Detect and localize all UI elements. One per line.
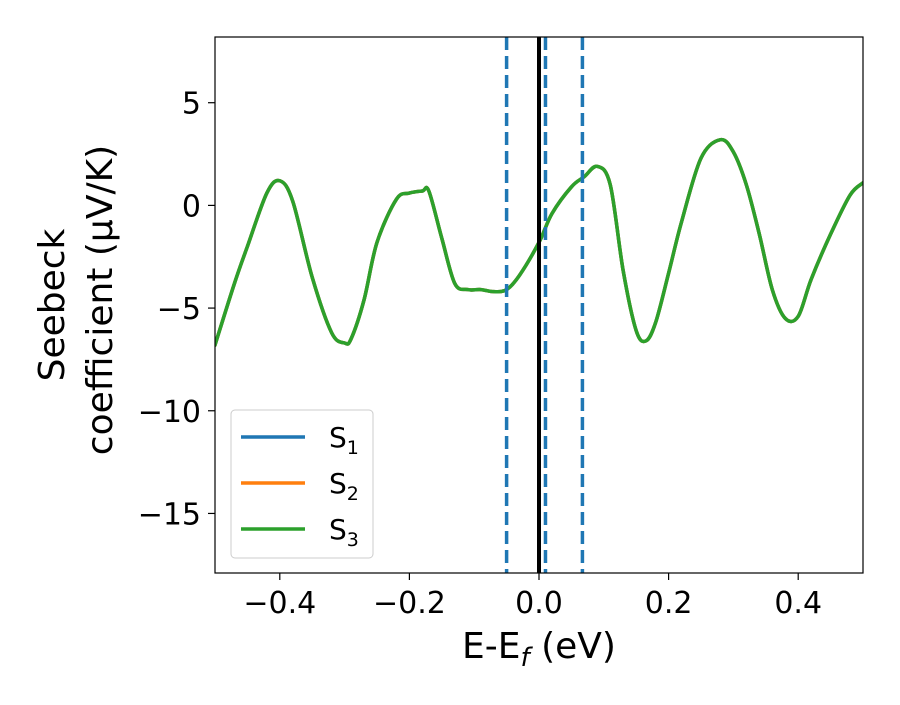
legend-label-s1: S1: [329, 421, 359, 459]
y-tick-label: −5: [157, 292, 201, 327]
legend: S1 S2 S3: [230, 409, 374, 559]
y-tick-label: −15: [138, 497, 201, 532]
y-tick-label: 5: [182, 87, 201, 122]
y-axis-label-line1: Seebeck: [32, 228, 73, 381]
x-tick-label: −0.2: [373, 586, 446, 621]
y-axis-label-line2: coefficient (μV/K): [80, 145, 121, 455]
legend-label-s3: S3: [329, 513, 359, 551]
y-tick-label: −10: [138, 395, 201, 430]
x-axis-label: E-Ef (eV): [462, 626, 616, 673]
y-tick-label: 0: [182, 189, 201, 224]
x-tick-label: 0.0: [515, 586, 563, 621]
x-tick-label: 0.2: [645, 586, 693, 621]
x-tick-label: −0.4: [243, 586, 316, 621]
legend-label-s2: S2: [329, 467, 359, 505]
x-tick-label: 0.4: [774, 586, 822, 621]
